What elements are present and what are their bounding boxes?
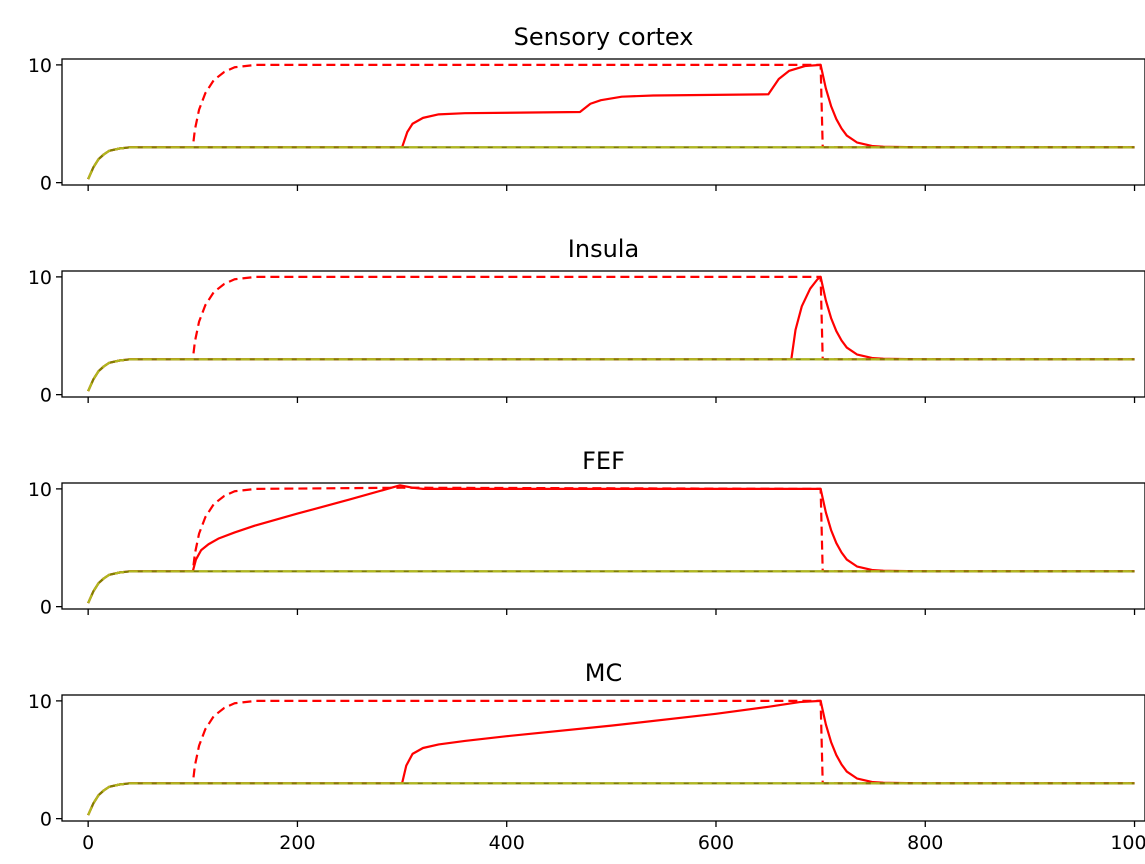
y-tick-label: 0 [40, 385, 52, 407]
series-line-1 [87, 275, 1135, 392]
x-tick-label: 200 [279, 832, 315, 854]
axes-frame [61, 694, 1145, 822]
series-line-4 [87, 570, 1135, 604]
series-line-2 [87, 275, 1135, 392]
y-tick-label: 0 [40, 597, 52, 619]
subplot: Insula 0 10 [28, 235, 1145, 407]
series-group [87, 699, 1135, 816]
series-line-1 [87, 63, 1135, 180]
subplot-title: MC [585, 659, 622, 687]
x-tick-label: 400 [489, 832, 525, 854]
series-line-2 [87, 63, 1135, 180]
y-tick-label: 0 [40, 809, 52, 831]
series-group [87, 484, 1135, 604]
series-line-3 [87, 782, 1135, 816]
subplot-title: FEF [582, 447, 625, 475]
axes-frame [61, 482, 1145, 610]
x-tick-label: 600 [698, 832, 734, 854]
series-line-2 [87, 486, 1135, 604]
series-line-1 [87, 484, 1135, 604]
subplot-title: Sensory cortex [514, 23, 694, 51]
series-line-4 [87, 146, 1135, 180]
subplot: FEF 0 10 [28, 447, 1145, 619]
series-group [87, 275, 1135, 392]
series-line-3 [87, 146, 1135, 180]
series-line-3 [87, 358, 1135, 392]
axes-frame [61, 58, 1145, 186]
y-tick-label: 10 [28, 267, 52, 289]
x-tick-label: 800 [907, 832, 943, 854]
axes-frame [61, 270, 1145, 398]
series-line-2 [87, 699, 1135, 816]
series-group [87, 63, 1135, 180]
x-tick-label: 0 [82, 832, 94, 854]
series-line-4 [87, 782, 1135, 816]
series-line-3 [87, 570, 1135, 604]
y-tick-label: 10 [28, 55, 52, 77]
series-line-4 [87, 358, 1135, 392]
subplot-title: Insula [568, 235, 639, 263]
y-tick-label: 0 [40, 173, 52, 195]
y-tick-label: 10 [28, 691, 52, 713]
subplot: Sensory cortex 0 10 [28, 23, 1145, 195]
series-line-1 [87, 699, 1135, 816]
y-tick-label: 10 [28, 479, 52, 501]
